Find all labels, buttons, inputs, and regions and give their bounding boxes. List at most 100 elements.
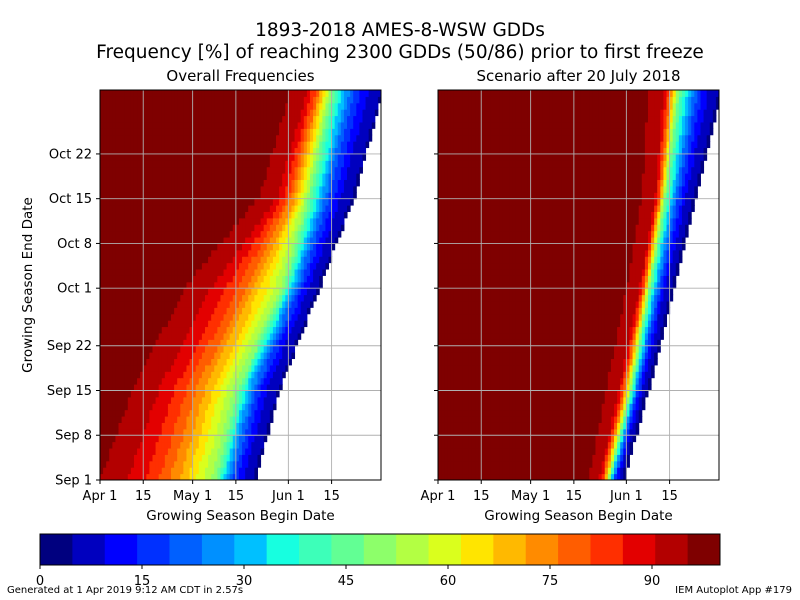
heatmap-cell (257, 371, 262, 379)
heatmap-cell (186, 96, 191, 104)
heatmap-cell (103, 281, 107, 289)
heatmap-cell (248, 352, 252, 360)
heatmap-cell (204, 377, 209, 385)
heatmap-cell (124, 473, 129, 481)
heatmap-cell (288, 205, 292, 212)
heatmap-cell (263, 109, 268, 117)
heatmap-cell (229, 371, 234, 379)
heatmap-cell (260, 153, 265, 161)
heatmap-cell (183, 422, 187, 430)
heatmap-cell (248, 109, 252, 117)
heatmap-cell (112, 345, 116, 353)
heatmap-cell (561, 473, 566, 481)
heatmap-cell (149, 377, 153, 385)
heatmap-cell (481, 422, 485, 430)
heatmap-cell (604, 428, 609, 436)
heatmap-cell (106, 96, 110, 104)
heatmap-cell (118, 205, 123, 212)
heatmap-cell (133, 173, 138, 180)
heatmap-cell (614, 441, 618, 449)
heatmap-cell (223, 160, 228, 168)
heatmap-cell (558, 435, 563, 443)
heatmap-cell (242, 90, 246, 97)
heatmap-cell (220, 294, 225, 302)
heatmap-cell (204, 128, 209, 136)
heatmap-cell (279, 115, 283, 123)
heatmap-cell (254, 460, 258, 468)
heatmap-cell (198, 281, 203, 289)
heatmap-cell (164, 435, 169, 443)
heatmap-cell (201, 269, 206, 276)
heatmap-cell (251, 115, 255, 123)
heatmap-cell (124, 288, 129, 296)
heatmap-cell (576, 428, 581, 436)
heatmap-cell (248, 390, 252, 398)
heatmap-cell (192, 115, 197, 123)
heatmap-cell (155, 384, 160, 391)
heatmap-cell (152, 217, 157, 225)
heatmap-cell (127, 352, 132, 360)
heatmap-cell (238, 224, 243, 232)
heatmap-cell (164, 249, 169, 257)
heatmap-cell (208, 90, 212, 97)
heatmap-cell (158, 307, 163, 315)
heatmap-cell (546, 467, 550, 475)
heatmap-cell (285, 230, 289, 238)
heatmap-cell (260, 307, 265, 315)
heatmap-cell (226, 256, 231, 264)
heatmap-cell (238, 467, 243, 475)
heatmap-cell (238, 249, 243, 257)
heatmap-cell (322, 153, 326, 161)
heatmap-cell (306, 269, 311, 276)
heatmap-cell (226, 128, 231, 136)
heatmap-cell (130, 109, 135, 117)
heatmap-cell (229, 217, 234, 225)
heatmap-cell (266, 185, 271, 193)
heatmap-cell (167, 262, 172, 270)
heatmap-cell (155, 390, 160, 398)
heatmap-cell (276, 211, 280, 219)
heatmap-cell (303, 153, 308, 161)
heatmap-cell (248, 205, 252, 212)
heatmap-cell (254, 230, 258, 238)
heatmap-cell (171, 192, 175, 200)
heatmap-cell (306, 294, 311, 302)
heatmap-cell (133, 96, 138, 104)
heatmap-cell (297, 256, 302, 264)
heatmap-cell (149, 281, 153, 289)
heatmap-cell (291, 294, 296, 302)
heatmap-cell (266, 288, 271, 296)
heatmap-cell (359, 109, 363, 117)
heatmap-cell (174, 467, 178, 475)
heatmap-cell (106, 256, 110, 264)
heatmap-cell (229, 115, 234, 123)
heatmap-cell (242, 275, 246, 283)
heatmap-cell (124, 467, 129, 475)
heatmap-cell (238, 352, 243, 360)
heatmap-cell (232, 473, 237, 481)
heatmap-cell (226, 288, 231, 296)
heatmap-cell (223, 435, 228, 443)
heatmap-cell (146, 320, 150, 328)
heatmap-cell (576, 435, 581, 443)
heatmap-cell (300, 198, 305, 206)
heatmap-cell (149, 403, 153, 411)
heatmap-cell (263, 339, 268, 347)
heatmap-cell (276, 249, 280, 257)
heatmap-cell (146, 384, 150, 391)
heatmap-cell (164, 185, 169, 193)
heatmap-cell (106, 90, 110, 97)
heatmap-cell (325, 198, 330, 206)
heatmap-cell (285, 153, 289, 161)
heatmap-cell (171, 320, 175, 328)
heatmap-cell (309, 275, 314, 283)
heatmap-cell (272, 345, 277, 353)
heatmap-cell (362, 153, 367, 161)
heatmap-cell (254, 160, 258, 168)
heatmap-cell (103, 205, 107, 212)
heatmap-cell (549, 460, 553, 468)
heatmap-cell (223, 185, 228, 193)
heatmap-cell (291, 300, 296, 308)
heatmap-cell (530, 441, 535, 449)
heatmap-cell (180, 448, 184, 455)
